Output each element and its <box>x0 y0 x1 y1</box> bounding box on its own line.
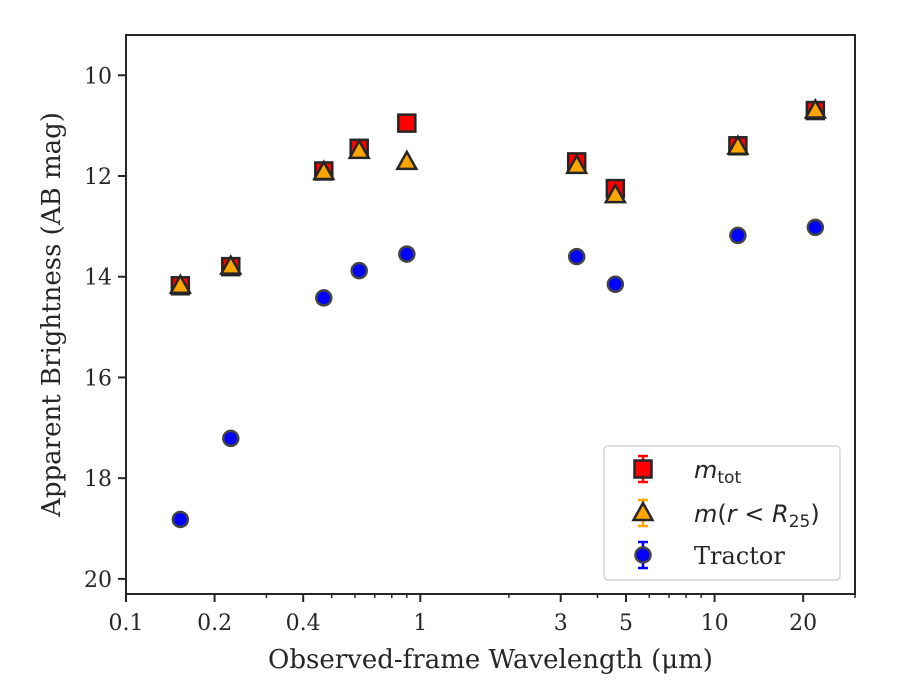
x-tick-label: 3 <box>554 611 568 636</box>
tractor-marker <box>315 289 333 307</box>
legend: mtot m(r < R25) Tractor <box>603 445 841 581</box>
y-tick-label: 10 <box>84 64 112 89</box>
tractor-marker <box>806 218 825 237</box>
legend-label-m-r25: m(r < R25) <box>694 500 820 532</box>
tractor-marker <box>567 247 586 266</box>
legend-marker-tractor <box>634 546 652 564</box>
m-r25-marker <box>219 254 243 275</box>
y-tick-label: 18 <box>84 467 112 492</box>
y-tick-label: 14 <box>84 266 112 291</box>
x-tick-label: 1 <box>413 611 427 636</box>
data-points <box>168 97 827 529</box>
m-r25-marker <box>726 134 750 156</box>
x-tick-label: 20 <box>789 611 817 636</box>
m-r25-marker <box>603 182 627 204</box>
legend-label-tractor: Tractor <box>694 542 785 570</box>
legend-marker-m-r25 <box>631 500 655 522</box>
tractor-marker <box>350 261 368 280</box>
legend-marker-m-tot <box>633 459 653 479</box>
m-r25-marker <box>803 97 827 119</box>
x-tick-label: 0.2 <box>197 611 232 636</box>
m-r25-marker <box>312 159 336 181</box>
y-tick-label: 16 <box>84 366 112 391</box>
y-axis-ticks: 10 12 14 16 18 20 <box>84 64 126 593</box>
x-axis-ticks: 0.1 0.2 0.4 1 3 5 10 20 <box>109 594 856 636</box>
x-tick-label: 0.1 <box>109 611 144 636</box>
tractor-marker <box>606 275 625 294</box>
tractor-marker <box>398 245 416 263</box>
x-tick-label: 0.4 <box>286 611 321 636</box>
m-tot-marker <box>397 113 417 133</box>
m-r25-marker <box>565 153 589 175</box>
m-r25-marker <box>347 138 371 160</box>
m-r25-marker <box>395 149 419 171</box>
x-tick-label: 5 <box>619 611 633 636</box>
legend-label-m-tot: mtot <box>694 456 741 488</box>
legend-box <box>603 445 841 581</box>
y-axis-label: Apparent Brightness (AB mag) <box>37 112 67 518</box>
tractor-marker <box>171 510 190 529</box>
y-tick-label: 20 <box>84 568 112 593</box>
y-tick-label: 12 <box>84 165 112 190</box>
x-axis-label: Observed-frame Wavelength (μm) <box>268 645 713 675</box>
tractor-marker <box>729 226 747 245</box>
tractor-marker <box>222 429 240 448</box>
m-r25-marker <box>168 273 192 295</box>
x-tick-label: 10 <box>701 611 729 636</box>
